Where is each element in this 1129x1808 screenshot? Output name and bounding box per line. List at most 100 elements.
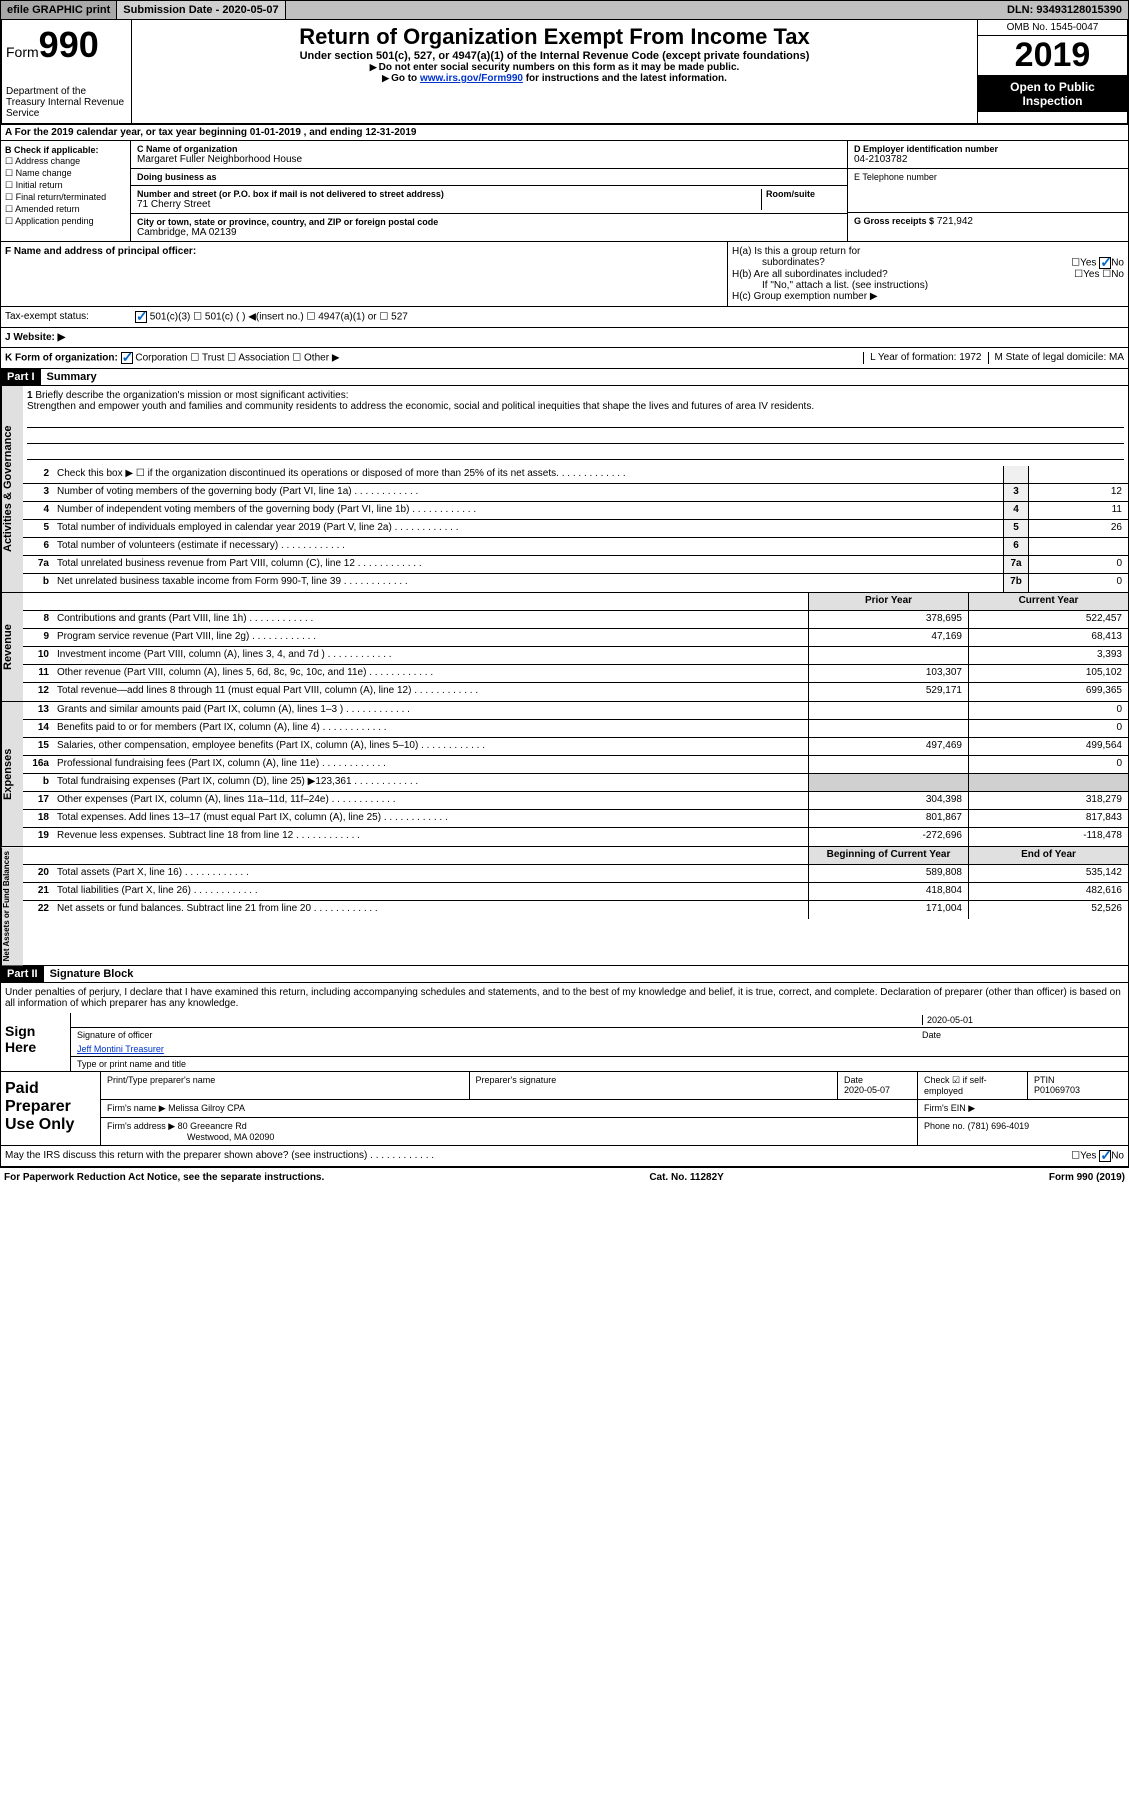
tax-status-label: Tax-exempt status: — [5, 311, 135, 323]
submission-date: Submission Date - 2020-05-07 — [117, 1, 285, 19]
b-label: B Check if applicable: — [5, 145, 126, 155]
table-row: 8Contributions and grants (Part VIII, li… — [23, 611, 1128, 629]
sign-here: Sign Here — [1, 1013, 71, 1071]
table-row: 17Other expenses (Part IX, column (A), l… — [23, 792, 1128, 810]
discuss-row: May the IRS discuss this return with the… — [0, 1146, 1129, 1167]
expenses-section: Expenses 13Grants and similar amounts pa… — [0, 702, 1129, 847]
footer-mid: Cat. No. 11282Y — [649, 1172, 723, 1183]
chk-501c3[interactable] — [135, 311, 147, 323]
addr-label: Number and street (or P.O. box if mail i… — [137, 189, 761, 199]
prior-year-hdr: Prior Year — [808, 593, 968, 610]
mission-text: Strengthen and empower youth and familie… — [27, 401, 814, 412]
gross: 721,942 — [937, 216, 973, 227]
ha2-label: subordinates? — [732, 257, 825, 269]
col-c: C Name of organization Margaret Fuller N… — [131, 141, 848, 241]
note-goto-pre: Go to — [391, 73, 420, 84]
chk-corp[interactable] — [121, 352, 133, 364]
gross-label: G Gross receipts $ — [854, 216, 934, 226]
table-row: 11Other revenue (Part VIII, column (A), … — [23, 665, 1128, 683]
note-goto-post: for instructions and the latest informat… — [523, 73, 727, 84]
table-row: 16aProfessional fundraising fees (Part I… — [23, 756, 1128, 774]
chk-final[interactable]: ☐ Final return/terminated — [5, 192, 126, 203]
prep-selfemp: Check ☑ if self-employed — [918, 1072, 1028, 1099]
netassets-section: Net Assets or Fund Balances Beginning of… — [0, 847, 1129, 966]
declaration: Under penalties of perjury, I declare th… — [1, 983, 1128, 1013]
chk-address[interactable]: ☐ Address change — [5, 156, 126, 167]
table-row: 21Total liabilities (Part X, line 26)418… — [23, 883, 1128, 901]
side-rev: Revenue — [1, 593, 23, 701]
current-year-hdr: Current Year — [968, 593, 1128, 610]
table-row: 19Revenue less expenses. Subtract line 1… — [23, 828, 1128, 846]
table-row: 13Grants and similar amounts paid (Part … — [23, 702, 1128, 720]
dln: DLN: 93493128015390 — [1001, 1, 1128, 19]
hb-label: H(b) Are all subordinates included? — [732, 269, 888, 280]
part1-header: Part I Summary — [0, 369, 1129, 386]
chk-initial[interactable]: ☐ Initial return — [5, 180, 126, 191]
part1-title: Summary — [41, 369, 103, 385]
table-row: 22Net assets or fund balances. Subtract … — [23, 901, 1128, 919]
part2-badge: Part II — [1, 966, 44, 982]
form-number: 990 — [39, 24, 99, 65]
room-label: Room/suite — [766, 189, 841, 199]
part1-badge: Part I — [1, 369, 41, 385]
city: Cambridge, MA 02139 — [137, 227, 841, 238]
note-ssn: Do not enter social security numbers on … — [136, 62, 973, 73]
footer: For Paperwork Reduction Act Notice, see … — [0, 1167, 1129, 1187]
chk-pending[interactable]: ☐ Application pending — [5, 216, 126, 227]
part2-header: Part II Signature Block — [0, 966, 1129, 983]
h-group: H(a) Is this a group return for subordin… — [728, 242, 1128, 306]
officer-name[interactable]: Jeff Montini Treasurer — [77, 1044, 164, 1054]
mission-num: 1 — [27, 390, 33, 401]
tel-label: E Telephone number — [854, 172, 1122, 182]
c-name-label: C Name of organization — [137, 144, 841, 154]
begin-year-hdr: Beginning of Current Year — [808, 847, 968, 864]
omb-number: OMB No. 1545-0047 — [978, 20, 1127, 36]
firm-name: Melissa Gilroy CPA — [168, 1103, 245, 1113]
col-d: D Employer identification number 04-2103… — [848, 141, 1128, 241]
preparer-block: Paid Preparer Use Only Print/Type prepar… — [0, 1072, 1129, 1146]
table-row: 10Investment income (Part VIII, column (… — [23, 647, 1128, 665]
chk-amended[interactable]: ☐ Amended return — [5, 204, 126, 215]
signature-block: Under penalties of perjury, I declare th… — [0, 983, 1129, 1072]
form-subtitle: Under section 501(c), 527, or 4947(a)(1)… — [136, 50, 973, 62]
part2-title: Signature Block — [44, 966, 140, 982]
header-left: Form990 Department of the Treasury Inter… — [2, 20, 132, 123]
table-row: 4Number of independent voting members of… — [23, 502, 1128, 520]
org-name: Margaret Fuller Neighborhood House — [137, 154, 841, 165]
section-fgh: F Name and address of principal officer:… — [0, 242, 1129, 307]
prep-sig-hdr: Preparer's signature — [470, 1072, 839, 1099]
table-row: 9Program service revenue (Part VIII, lin… — [23, 629, 1128, 647]
k-label: K Form of organization: — [5, 353, 118, 364]
ha-no-check[interactable] — [1099, 257, 1111, 269]
sig-officer-field[interactable] — [77, 1015, 922, 1025]
ein: 04-2103782 — [854, 154, 1122, 165]
irs-link[interactable]: www.irs.gov/Form990 — [420, 73, 523, 84]
chk-name[interactable]: ☐ Name change — [5, 168, 126, 179]
sig-officer-label: Signature of officer — [77, 1030, 922, 1040]
prep-label: Paid Preparer Use Only — [1, 1072, 101, 1145]
f-officer: F Name and address of principal officer: — [1, 242, 728, 306]
table-row: 12Total revenue—add lines 8 through 11 (… — [23, 683, 1128, 701]
table-row: 2Check this box ▶ ☐ if the organization … — [23, 466, 1128, 484]
section-bcd: B Check if applicable: ☐ Address change … — [0, 141, 1129, 242]
hb2-label: If "No," attach a list. (see instruction… — [732, 280, 1124, 291]
table-row: 15Salaries, other compensation, employee… — [23, 738, 1128, 756]
dept-label: Department of the Treasury Internal Reve… — [6, 86, 127, 119]
table-row: 3Number of voting members of the governi… — [23, 484, 1128, 502]
discuss-no[interactable] — [1099, 1150, 1111, 1162]
activities-governance: Activities & Governance 1 Briefly descri… — [0, 386, 1129, 593]
hc-label: H(c) Group exemption number ▶ — [732, 291, 1124, 302]
table-row: 6Total number of volunteers (estimate if… — [23, 538, 1128, 556]
mission-label: Briefly describe the organization's miss… — [35, 390, 348, 401]
end-year-hdr: End of Year — [968, 847, 1128, 864]
table-row: 14Benefits paid to or for members (Part … — [23, 720, 1128, 738]
state-domicile: M State of legal domicile: MA — [988, 352, 1125, 364]
form-word: Form — [6, 44, 39, 60]
header-center: Return of Organization Exempt From Incom… — [132, 20, 977, 123]
table-row: bNet unrelated business taxable income f… — [23, 574, 1128, 592]
row-k: K Form of organization: Corporation ☐ Tr… — [0, 348, 1129, 369]
side-gov: Activities & Governance — [1, 386, 23, 592]
efile-button[interactable]: efile GRAPHIC print — [1, 1, 117, 19]
footer-left: For Paperwork Reduction Act Notice, see … — [4, 1172, 324, 1183]
sig-date: 2020-05-01 — [922, 1015, 1122, 1025]
